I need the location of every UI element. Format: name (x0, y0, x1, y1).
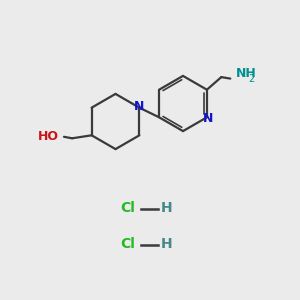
Text: Cl: Cl (120, 202, 135, 215)
Text: HO: HO (38, 130, 58, 143)
Text: H: H (161, 238, 172, 251)
Text: NH: NH (236, 67, 256, 80)
Text: H: H (161, 202, 172, 215)
Text: Cl: Cl (120, 238, 135, 251)
Text: N: N (134, 100, 145, 113)
Text: N: N (203, 112, 214, 125)
Text: 2: 2 (248, 74, 254, 84)
